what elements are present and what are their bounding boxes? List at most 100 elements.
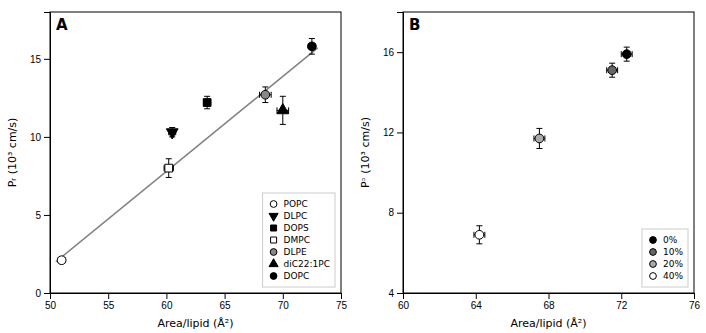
panel-title: B — [409, 16, 420, 34]
point — [203, 99, 211, 107]
point — [277, 104, 289, 114]
tick-label: 60 — [161, 300, 173, 311]
tick: 55 — [103, 293, 115, 311]
tick-label: 64 — [471, 300, 483, 311]
tick-label: 16 — [383, 47, 395, 58]
legend-label: POPC — [284, 199, 308, 209]
tick-mark — [283, 293, 284, 299]
legend-symbol — [650, 261, 657, 268]
tick-mark — [621, 293, 622, 299]
tick-mark — [549, 293, 550, 299]
point — [622, 50, 631, 59]
legend: POPCDLPCDOPSDMPCDLPEdiC22:1PCDOPC — [263, 193, 335, 287]
legend-label: DOPC — [284, 271, 310, 281]
series — [308, 39, 317, 55]
point — [535, 134, 544, 143]
tick-label: 50 — [45, 300, 57, 311]
tick-mark — [44, 293, 50, 294]
legend-symbol — [271, 237, 277, 243]
tick-label: 70 — [278, 300, 290, 311]
x-error-bar — [164, 165, 173, 171]
tick: 76 — [689, 293, 701, 311]
y-axis-title: Pᵓ (10³ cm/s) — [359, 117, 372, 188]
axis-line — [404, 294, 695, 300]
legend-label: DMPC — [284, 235, 310, 245]
tick: 60 — [161, 293, 173, 311]
tick-label: 68 — [543, 300, 555, 311]
tick: 50 — [45, 293, 57, 311]
tick-mark — [166, 293, 167, 299]
x-axis: 6064687276 — [398, 293, 701, 311]
tick-label: 0 — [35, 288, 41, 299]
tick-mark — [44, 137, 50, 138]
x-axis-title: Area/lipid (Å²) — [510, 317, 586, 330]
legend-symbol — [271, 225, 277, 231]
tick-label: 5 — [35, 210, 41, 221]
plot-frame — [50, 12, 341, 293]
series — [534, 128, 545, 148]
tick-label: 75 — [336, 300, 348, 311]
series — [164, 159, 173, 178]
legend-label: 0% — [663, 235, 678, 245]
tick: 8 — [388, 207, 403, 218]
tick-mark — [397, 132, 403, 133]
legend-label: 40% — [663, 271, 683, 281]
tick: 68 — [543, 293, 555, 311]
series — [277, 96, 289, 124]
plot-area: 505560657075051015APOPCDLPCDOPSDMPCDLPEd… — [30, 12, 348, 311]
tick-label: 12 — [383, 127, 395, 138]
tick: 75 — [336, 293, 348, 311]
panel: 6064687276481216B0%10%20%40%Area/lipid (… — [359, 12, 700, 330]
tick-label: 10 — [30, 132, 42, 143]
series — [166, 128, 178, 139]
legend-label: DLPE — [284, 247, 307, 257]
marks — [474, 47, 632, 244]
y-axis-title: Pᵣ (10³ cm/s) — [6, 118, 19, 188]
tick-label: 4 — [388, 288, 394, 299]
axis-line — [44, 13, 51, 294]
tick-mark — [108, 293, 109, 299]
point — [475, 230, 484, 239]
tick: 65 — [220, 293, 232, 311]
plot-frame — [403, 12, 694, 293]
axis-line — [51, 294, 342, 300]
series — [621, 47, 632, 61]
y-axis: 4 8 12 16 — [383, 13, 404, 299]
tick: 10 — [30, 132, 50, 143]
tick-mark — [225, 293, 226, 299]
tick-label: 8 — [388, 207, 394, 218]
tick: 0 — [35, 288, 50, 299]
legend-symbol — [650, 273, 657, 280]
x-axis-title: Area/lipid (Å²) — [157, 317, 233, 330]
series — [474, 226, 485, 244]
point — [608, 66, 617, 75]
tick: 12 — [383, 127, 403, 138]
tick-label: 76 — [689, 300, 701, 311]
tick-mark — [44, 59, 50, 60]
legend-label: diC22:1PC — [284, 259, 330, 269]
series — [260, 87, 272, 103]
axis-line — [397, 13, 404, 294]
tick: 16 — [383, 47, 403, 58]
series — [57, 256, 66, 265]
tick-mark — [476, 293, 477, 299]
legend-label: DOPS — [284, 223, 309, 233]
legend-symbol — [270, 273, 277, 280]
y-axis: 0 5 10 15 — [30, 13, 51, 299]
tick-label: 15 — [30, 54, 42, 65]
point — [166, 129, 178, 139]
legend-symbol — [270, 201, 277, 208]
legend-box — [642, 229, 688, 287]
legend-symbol — [269, 259, 278, 267]
legend-symbol — [270, 249, 277, 256]
point — [261, 90, 270, 99]
x-axis: 50 55 60 65 70 75 — [45, 293, 348, 311]
legend-box — [263, 193, 335, 287]
tick: 5 — [35, 210, 50, 221]
legend-label: 10% — [663, 247, 683, 257]
point — [57, 256, 66, 265]
tick-label: 55 — [103, 300, 115, 311]
series — [607, 63, 618, 77]
x-error-bar — [204, 100, 211, 106]
series — [203, 96, 211, 108]
